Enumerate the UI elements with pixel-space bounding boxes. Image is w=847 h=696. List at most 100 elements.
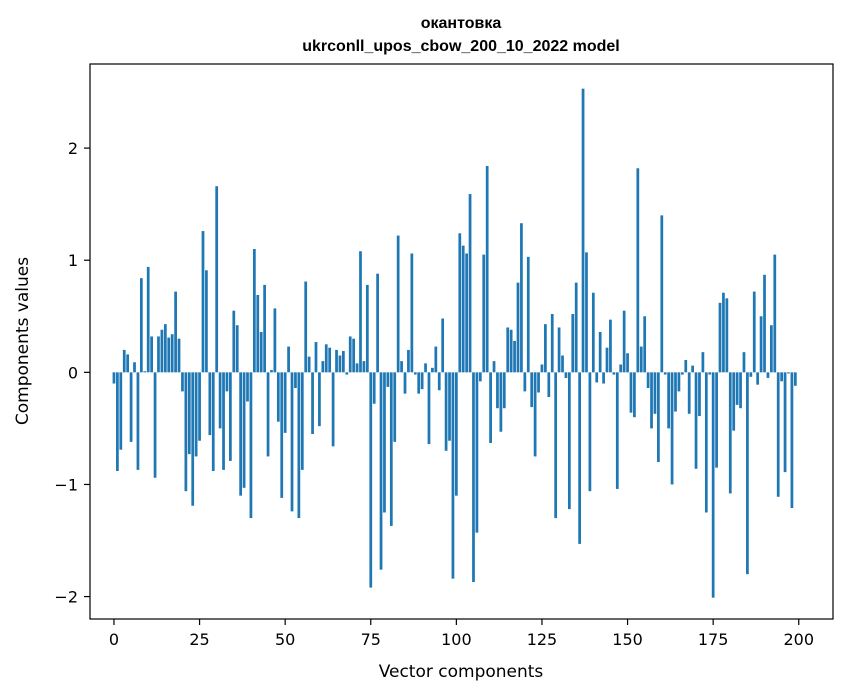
bar-22 — [187, 372, 191, 455]
bar-37 — [239, 372, 243, 496]
bar-70 — [352, 338, 356, 373]
bar-129 — [554, 372, 558, 519]
bar-53 — [294, 372, 297, 389]
y-tick-label: 2 — [68, 139, 78, 158]
bar-189 — [759, 316, 763, 373]
y-tick-label: −1 — [54, 475, 78, 494]
bar-23 — [191, 372, 195, 506]
bar-88 — [413, 372, 417, 375]
plot-frame — [89, 63, 834, 620]
bar-104 — [468, 194, 472, 373]
bar-154 — [639, 346, 643, 373]
bar-62 — [324, 344, 328, 373]
bar-144 — [605, 347, 609, 373]
bar-14 — [160, 329, 164, 373]
bar-29 — [211, 372, 215, 471]
bar-176 — [715, 372, 718, 468]
x-tick-label: 125 — [527, 630, 558, 649]
bar-18 — [174, 291, 177, 373]
bar-126 — [544, 324, 547, 373]
bar-174 — [708, 372, 712, 375]
bar-9 — [143, 371, 147, 373]
bar-43 — [259, 331, 263, 373]
bar-195 — [780, 372, 784, 382]
bar-100 — [454, 372, 458, 496]
bar-169 — [691, 365, 694, 373]
bar-150 — [626, 353, 629, 373]
bar-80 — [386, 372, 390, 387]
bar-52 — [290, 372, 294, 512]
bar-96 — [441, 318, 445, 373]
bar-40 — [249, 372, 253, 519]
bar-105 — [472, 372, 475, 582]
bar-111 — [492, 361, 496, 373]
bar-87 — [410, 253, 414, 373]
x-axis-ticks: 0 25 50 75 100 125 150 175 200 — [109, 619, 814, 649]
bar-90 — [420, 372, 424, 390]
x-tick-label: 100 — [441, 630, 472, 649]
bars-group — [112, 88, 797, 598]
bar-187 — [752, 291, 756, 373]
bar-8 — [139, 278, 143, 373]
bar-198 — [790, 372, 794, 508]
bar-142 — [598, 331, 602, 373]
bar-109 — [485, 166, 489, 373]
bar-6 — [133, 362, 136, 373]
bar-41 — [252, 249, 256, 373]
bar-196 — [783, 372, 787, 473]
bar-81 — [389, 372, 393, 526]
bar-60 — [318, 372, 321, 427]
bar-0 — [112, 372, 116, 384]
bar-16 — [167, 337, 171, 373]
bar-133 — [567, 372, 571, 510]
bar-47 — [273, 308, 277, 373]
bar-24 — [194, 372, 198, 457]
bar-180 — [728, 372, 732, 494]
bar-121 — [526, 256, 530, 373]
bar-162 — [667, 372, 671, 429]
bar-175 — [711, 372, 715, 598]
x-tick-label: 150 — [612, 630, 643, 649]
bar-15 — [163, 324, 167, 373]
y-tick-label: 0 — [68, 363, 78, 382]
bar-137 — [581, 88, 585, 373]
y-axis-label: Components values — [13, 257, 33, 425]
bar-56 — [304, 281, 308, 373]
bar-132 — [564, 372, 568, 378]
bar-54 — [297, 372, 301, 519]
bar-98 — [448, 372, 451, 441]
bar-122 — [530, 372, 534, 408]
bar-119 — [520, 223, 523, 373]
bar-182 — [735, 372, 739, 405]
bar-50 — [283, 372, 287, 433]
bar-75 — [369, 372, 373, 588]
bar-166 — [680, 372, 684, 375]
bar-36 — [235, 325, 239, 373]
bar-156 — [646, 372, 650, 389]
bar-149 — [622, 310, 626, 373]
bar-89 — [417, 372, 421, 394]
bar-74 — [365, 284, 369, 373]
y-tick-label: 1 — [68, 251, 78, 270]
bar-82 — [393, 372, 397, 442]
bar-193 — [773, 254, 777, 373]
bar-30 — [215, 186, 219, 373]
bar-151 — [629, 372, 633, 413]
bar-48 — [276, 372, 280, 422]
bar-139 — [588, 372, 592, 492]
bar-173 — [704, 372, 708, 513]
bar-5 — [129, 372, 133, 442]
bar-136 — [578, 372, 581, 544]
bar-76 — [372, 372, 376, 404]
bar-163 — [670, 372, 674, 485]
bar-179 — [725, 298, 729, 373]
bar-140 — [591, 292, 595, 373]
bar-117 — [513, 340, 516, 373]
x-tick-label: 0 — [109, 630, 119, 649]
x-tick-label: 50 — [275, 630, 295, 649]
bar-172 — [701, 352, 705, 373]
bar-114 — [502, 372, 506, 409]
bar-152 — [633, 372, 636, 418]
bar-97 — [444, 372, 448, 451]
bar-110 — [489, 372, 492, 443]
